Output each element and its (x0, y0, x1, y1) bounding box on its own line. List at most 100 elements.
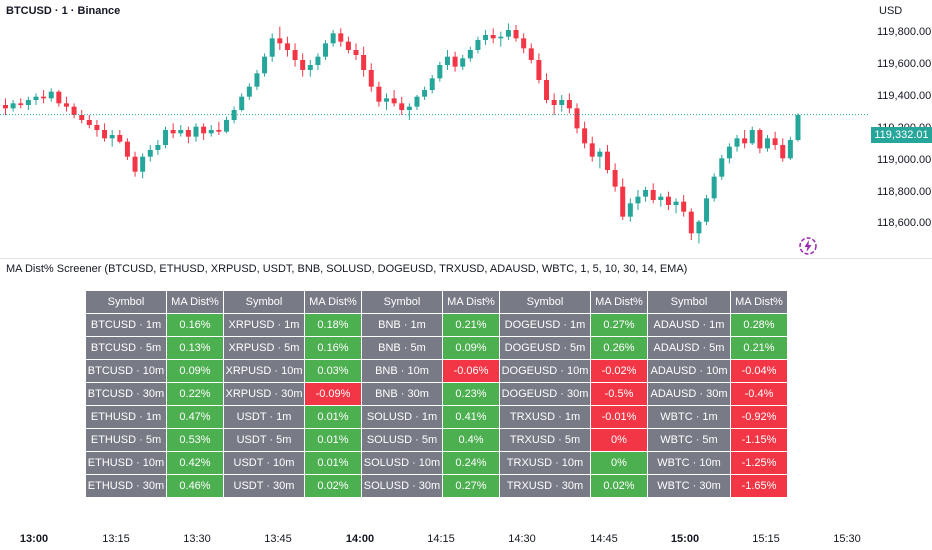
symbol-cell: ADAUSD · 30m (647, 382, 731, 406)
table-row: ETHUSD · 30m 0.46% USDT · 30m 0.02% SOLUSD ·… (85, 474, 788, 498)
candle-body (216, 130, 222, 132)
symbol-cell: ETHUSD · 5m (85, 428, 167, 452)
candle-body (376, 86, 382, 102)
last-price-tag: 119,332.01 (871, 127, 932, 143)
ma-dist-cell: -0.09% (304, 382, 362, 406)
candle (696, 220, 702, 244)
candle-body (353, 50, 359, 55)
candle-body (780, 145, 786, 159)
ma-dist-cell: 0.24% (442, 451, 500, 475)
symbol-cell: ADAUSD · 10m (647, 359, 731, 383)
candle (673, 198, 679, 214)
candle-body (18, 103, 24, 105)
candle (368, 63, 374, 92)
ma-dist-cell: 0.47% (166, 405, 224, 429)
candle (399, 96, 405, 115)
candle-body (10, 103, 16, 109)
candle (185, 126, 191, 144)
candle-body (505, 30, 511, 37)
candle (711, 173, 717, 202)
candle (155, 140, 161, 155)
currency-label[interactable]: USD (879, 5, 903, 17)
candle (33, 93, 39, 105)
screener-header-row: Symbol MA Dist% Symbol MA Dist% Symbol M… (85, 290, 788, 314)
lightning-icon[interactable] (798, 236, 818, 256)
candle (71, 103, 77, 119)
symbol-cell: WBTC · 10m (647, 451, 731, 475)
candle-body (262, 56, 268, 74)
candle (452, 51, 458, 72)
table-row: ETHUSD · 5m 0.53% USDT · 5m 0.01% SOLUSD · 5… (85, 428, 788, 452)
candle-body (307, 65, 313, 70)
ma-dist-cell: 0.42% (166, 451, 224, 475)
candle (56, 90, 62, 107)
candle-body (650, 190, 656, 200)
ma-dist-cell: 0.02% (590, 474, 648, 498)
candle (109, 130, 115, 147)
ma-dist-cell: 0.09% (442, 336, 500, 360)
price-chart[interactable] (0, 0, 870, 255)
candle (528, 43, 534, 64)
candle-body (86, 120, 92, 125)
indicator-title[interactable]: MA Dist% Screener (BTCUSD, ETHUSD, XRPUS… (6, 263, 688, 275)
candle (757, 128, 763, 154)
candle-body (300, 60, 306, 70)
pane-separator[interactable] (0, 258, 932, 259)
symbol-cell: DOGEUSD · 30m (499, 382, 591, 406)
candle (536, 53, 542, 84)
symbol-cell: TRXUSD · 10m (499, 451, 591, 475)
candle (681, 195, 687, 217)
candle (117, 130, 123, 144)
candle-body (696, 221, 702, 234)
candle-body (719, 158, 725, 177)
ma-dist-cell: 0.4% (442, 428, 500, 452)
candle-body (627, 203, 633, 217)
candle-body (536, 60, 542, 80)
candle (292, 43, 298, 67)
candle-body (437, 65, 443, 79)
candle (246, 83, 252, 100)
ma-dist-cell: 0.09% (166, 359, 224, 383)
price-axis-label: 119,800.00 (877, 26, 932, 38)
candle-body (734, 138, 740, 147)
symbol-cell: ADAUSD · 1m (647, 313, 731, 337)
candle-body (155, 145, 161, 150)
candle-body (185, 130, 191, 137)
ma-dist-cell: 0.23% (442, 382, 500, 406)
candle (41, 90, 47, 104)
candle (574, 103, 580, 134)
symbol-cell: TRXUSD · 5m (499, 428, 591, 452)
candle-body (620, 186, 626, 217)
ma-dist-cell: -0.92% (730, 405, 788, 429)
symbol-cell: WBTC · 1m (647, 405, 731, 429)
candle-body (284, 43, 290, 50)
candle-body (643, 190, 649, 197)
candle (544, 73, 550, 104)
candle-body (361, 55, 367, 70)
candle (262, 53, 268, 77)
candle (749, 126, 755, 145)
candle-body (71, 106, 77, 115)
symbol-cell: XRPUSD · 10m (223, 359, 305, 383)
candle (147, 145, 153, 162)
symbol-cell: SOLUSD · 1m (361, 405, 443, 429)
ma-dist-cell: -0.04% (730, 359, 788, 383)
candle-body (460, 58, 466, 67)
ma-dist-cell: 0.22% (166, 382, 224, 406)
candle (376, 81, 382, 107)
ma-dist-cell: -0.5% (590, 382, 648, 406)
candle (216, 121, 222, 135)
candle-body (368, 70, 374, 87)
candle-body (25, 100, 31, 105)
header-ma-dist: MA Dist% (442, 290, 500, 314)
candle (765, 135, 770, 152)
candle (201, 123, 207, 140)
header-symbol: Symbol (223, 290, 305, 314)
candle (406, 103, 412, 120)
header-ma-dist: MA Dist% (166, 290, 224, 314)
candle (94, 120, 100, 137)
symbol-cell: XRPUSD · 1m (223, 313, 305, 337)
candle-body (444, 56, 450, 65)
symbol-cell: USDT · 5m (223, 428, 305, 452)
candle (604, 145, 610, 174)
